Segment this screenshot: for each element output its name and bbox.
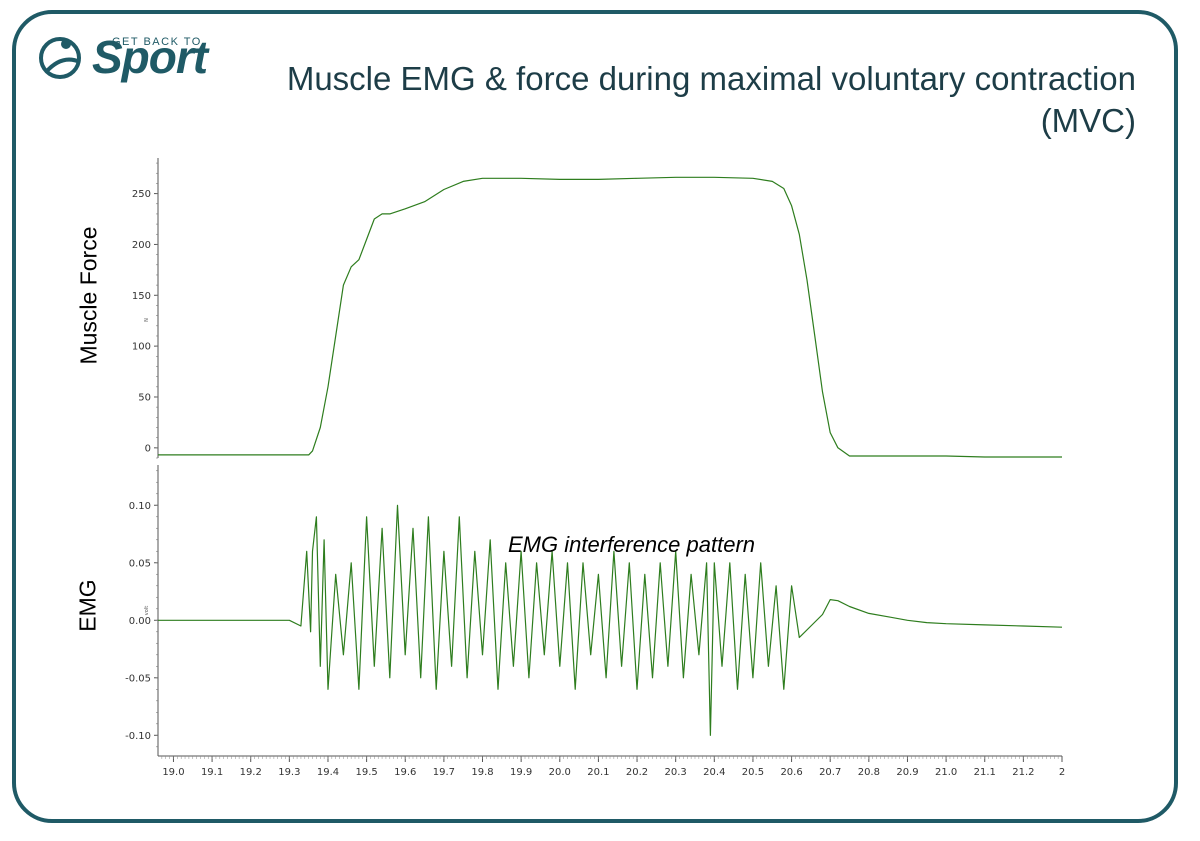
y-tick-label: 0	[145, 443, 151, 454]
x-tick-label: 20.5	[742, 767, 764, 778]
x-tick-label: 20.9	[896, 767, 918, 778]
x-tick-label: 20.0	[549, 767, 571, 778]
runner-logo-icon	[39, 37, 81, 79]
x-tick-label: 20.3	[665, 767, 687, 778]
x-tick-label: 19.0	[162, 767, 184, 778]
y-tick-label: 200	[132, 240, 151, 251]
logo-wordmark: Sport	[92, 31, 208, 83]
y-unit-label: N	[144, 318, 150, 322]
emg-axis-label: EMG	[74, 579, 101, 632]
x-tick-label: 19.5	[355, 767, 377, 778]
x-tick-label: 19.3	[278, 767, 300, 778]
x-tick-label: 21.0	[935, 767, 957, 778]
y-tick-label: 150	[132, 291, 151, 302]
x-tick-label: 2	[1059, 767, 1065, 778]
x-tick-label: 21.2	[1012, 767, 1034, 778]
emg-annotation: EMG interference pattern	[508, 532, 756, 557]
y-tick-label: 0.10	[129, 501, 151, 512]
x-tick-label: 20.7	[819, 767, 841, 778]
y-tick-label: 0.00	[129, 616, 151, 627]
x-tick-label: 20.8	[858, 767, 880, 778]
x-tick-label: 21.1	[974, 767, 996, 778]
y-unit-label: volt	[144, 606, 150, 615]
force-trace	[158, 176, 1062, 458]
force-axis-label: Muscle Force	[75, 226, 102, 365]
slide-frame	[12, 10, 1178, 823]
y-tick-label: -0.05	[125, 673, 151, 684]
x-tick-label: 19.4	[317, 767, 339, 778]
x-tick-label: 19.9	[510, 767, 532, 778]
y-tick-label: 250	[132, 189, 151, 200]
x-tick-label: 20.4	[703, 767, 725, 778]
x-tick-label: 19.7	[433, 767, 455, 778]
x-tick-label: 19.2	[240, 767, 262, 778]
y-tick-label: -0.10	[125, 731, 151, 742]
y-tick-label: 50	[138, 392, 151, 403]
logo-tagline: GET BACK TO	[112, 36, 202, 48]
x-tick-label: 19.1	[201, 767, 223, 778]
emg-trace	[158, 504, 1063, 736]
x-tick-label: 19.6	[394, 767, 416, 778]
y-tick-label: 100	[132, 342, 151, 353]
x-tick-label: 20.2	[626, 767, 648, 778]
slide-title: Muscle EMG & force during maximal volunt…	[286, 60, 1136, 139]
x-tick-label: 19.8	[471, 767, 493, 778]
y-tick-label: 0.05	[129, 558, 151, 569]
x-tick-label: 20.6	[780, 767, 802, 778]
x-tick-label: 20.1	[587, 767, 609, 778]
